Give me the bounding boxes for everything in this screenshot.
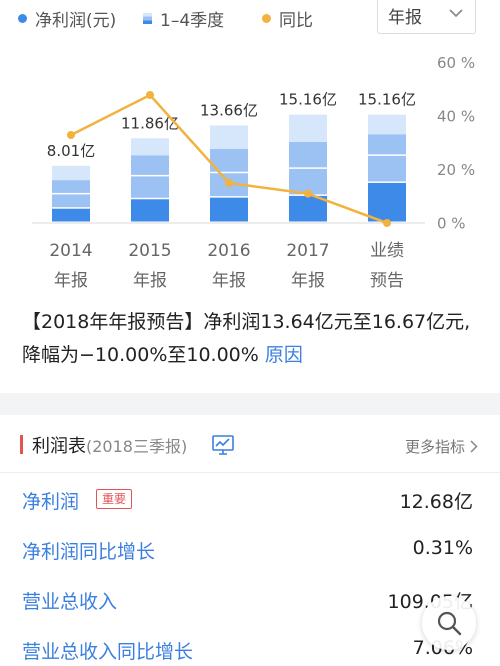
section-title-text: 利润表 xyxy=(32,436,86,457)
bar-segment xyxy=(289,141,327,168)
legend-net-profit[interactable]: 净利润(元) xyxy=(18,6,116,31)
bar-segment xyxy=(368,134,406,155)
bar-value-label: 15.16亿 xyxy=(279,91,337,109)
row-label: 营业总收入同比增长 xyxy=(22,641,194,663)
legend-yoy-label: 同比 xyxy=(279,11,313,31)
x-axis-tick-label: 2014 xyxy=(49,241,92,261)
section-subtitle: (2018三季报) xyxy=(86,437,188,456)
important-badge: 重要 xyxy=(96,489,133,509)
x-axis-tick-label: 年报 xyxy=(212,271,246,291)
x-axis-tick-label: 2015 xyxy=(128,241,171,261)
yoy-point xyxy=(146,91,154,99)
report-type-select[interactable]: 年报 xyxy=(377,0,476,34)
bar-value-label: 15.16亿 xyxy=(358,91,416,109)
section-title: 利润表(2018三季报) xyxy=(32,432,187,458)
bar-segment xyxy=(131,155,169,175)
yoy-point xyxy=(304,189,312,198)
x-axis-tick-label: 年报 xyxy=(133,271,167,291)
yoy-point xyxy=(383,219,391,227)
bar-segment xyxy=(52,165,90,181)
chart-icon[interactable] xyxy=(212,435,234,455)
row-value: 0.31% xyxy=(412,537,473,559)
bar-segment xyxy=(368,182,406,222)
bar-segment xyxy=(368,155,406,182)
legend-quarters-label: 1–4季度 xyxy=(160,11,225,31)
section-marker xyxy=(20,435,23,454)
bar-segment xyxy=(368,114,406,135)
table-row[interactable]: 净利润同比增长 0.31% xyxy=(0,525,500,573)
bar-segment xyxy=(210,148,248,172)
bar-segment xyxy=(210,125,248,149)
bar-segment xyxy=(52,180,90,193)
report-type-value: 年报 xyxy=(388,7,422,28)
y-axis-tick-label: 20 % xyxy=(437,161,475,179)
x-axis-tick-label: 年报 xyxy=(291,271,325,291)
row-label: 净利润 xyxy=(22,491,80,513)
bar-value-label: 11.86亿 xyxy=(121,114,179,132)
bar-value-label: 8.01亿 xyxy=(47,142,95,160)
reason-link[interactable]: 原因 xyxy=(264,344,303,366)
x-axis-tick-label: 年报 xyxy=(54,271,88,291)
bar-segment xyxy=(131,199,169,222)
search-button[interactable] xyxy=(422,596,476,650)
bar-segment xyxy=(289,195,327,222)
legend-stack-icon xyxy=(143,13,152,24)
more-indicators-link[interactable]: 更多指标 xyxy=(405,436,478,457)
y-axis-tick-label: 40 % xyxy=(437,108,475,126)
y-axis-tick-label: 0 % xyxy=(437,215,466,233)
legend-quarters[interactable]: 1–4季度 xyxy=(143,6,224,31)
bar-segment xyxy=(210,197,248,222)
bar-segment xyxy=(131,138,169,156)
legend-yoy[interactable]: 同比 xyxy=(262,6,313,31)
table-row[interactable]: 净利润 重要 12.68亿 xyxy=(0,475,500,523)
yoy-point xyxy=(67,131,75,139)
search-icon xyxy=(437,611,462,636)
x-axis-tick-label: 2016 xyxy=(207,241,250,261)
legend-line-dot-icon xyxy=(262,14,271,23)
y-axis-tick-label: 60 % xyxy=(437,54,475,72)
bar-segment xyxy=(131,176,169,198)
legend-net-profit-label: 净利润(元) xyxy=(35,11,117,31)
row-label: 净利润同比增长 xyxy=(22,541,156,563)
bar-value-label: 13.66亿 xyxy=(200,101,258,119)
yoy-point xyxy=(225,179,233,187)
section-divider xyxy=(0,393,500,415)
x-axis-tick-label: 业绩 xyxy=(370,241,404,261)
x-axis-tick-label: 2017 xyxy=(286,241,329,261)
forecast-text: 【2018年年报预告】净利润13.64亿元至16.67亿元,降幅为−10.00%… xyxy=(22,311,471,366)
bar-segment xyxy=(52,208,90,222)
forecast-notice: 【2018年年报预告】净利润13.64亿元至16.67亿元,降幅为−10.00%… xyxy=(22,306,482,372)
net-profit-chart: 60 % 40 % 20 % 0 % 8.01亿 11.86亿 13.66亿 15.16亿 15… xyxy=(32,54,475,291)
chevron-right-icon xyxy=(470,440,478,453)
bar-segment xyxy=(289,114,327,142)
bar-segment xyxy=(52,194,90,208)
x-axis-tick-label: 预告 xyxy=(370,271,404,291)
income-statement-header: 利润表(2018三季报) 更多指标 xyxy=(0,415,500,473)
legend-dot-icon xyxy=(18,14,27,23)
row-value: 12.68亿 xyxy=(399,491,473,513)
chart-legend: 净利润(元) 1–4季度 同比 年报 xyxy=(0,0,500,34)
row-label: 营业总收入 xyxy=(22,591,118,613)
more-indicators-label: 更多指标 xyxy=(404,438,465,456)
chevron-down-icon xyxy=(449,9,463,18)
